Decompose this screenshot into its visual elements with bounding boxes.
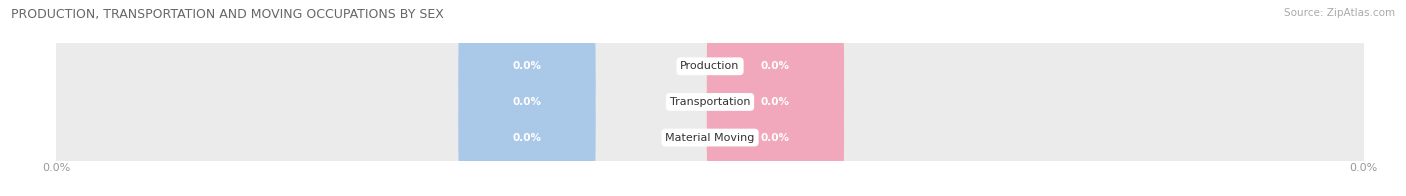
FancyBboxPatch shape [53, 36, 1367, 168]
Text: Source: ZipAtlas.com: Source: ZipAtlas.com [1284, 8, 1395, 18]
Text: Material Moving: Material Moving [665, 132, 755, 142]
Text: 0.0%: 0.0% [512, 132, 541, 142]
Text: 0.0%: 0.0% [761, 97, 790, 107]
Text: 0.0%: 0.0% [512, 61, 541, 71]
FancyBboxPatch shape [458, 77, 596, 196]
FancyBboxPatch shape [707, 77, 844, 196]
FancyBboxPatch shape [458, 41, 596, 163]
FancyBboxPatch shape [53, 0, 1367, 132]
FancyBboxPatch shape [53, 71, 1367, 196]
Text: Production: Production [681, 61, 740, 71]
FancyBboxPatch shape [707, 41, 844, 163]
FancyBboxPatch shape [707, 5, 844, 127]
FancyBboxPatch shape [458, 5, 596, 127]
Text: 0.0%: 0.0% [512, 97, 541, 107]
Text: PRODUCTION, TRANSPORTATION AND MOVING OCCUPATIONS BY SEX: PRODUCTION, TRANSPORTATION AND MOVING OC… [11, 8, 444, 21]
Text: 0.0%: 0.0% [761, 132, 790, 142]
Text: Transportation: Transportation [669, 97, 751, 107]
Text: 0.0%: 0.0% [761, 61, 790, 71]
